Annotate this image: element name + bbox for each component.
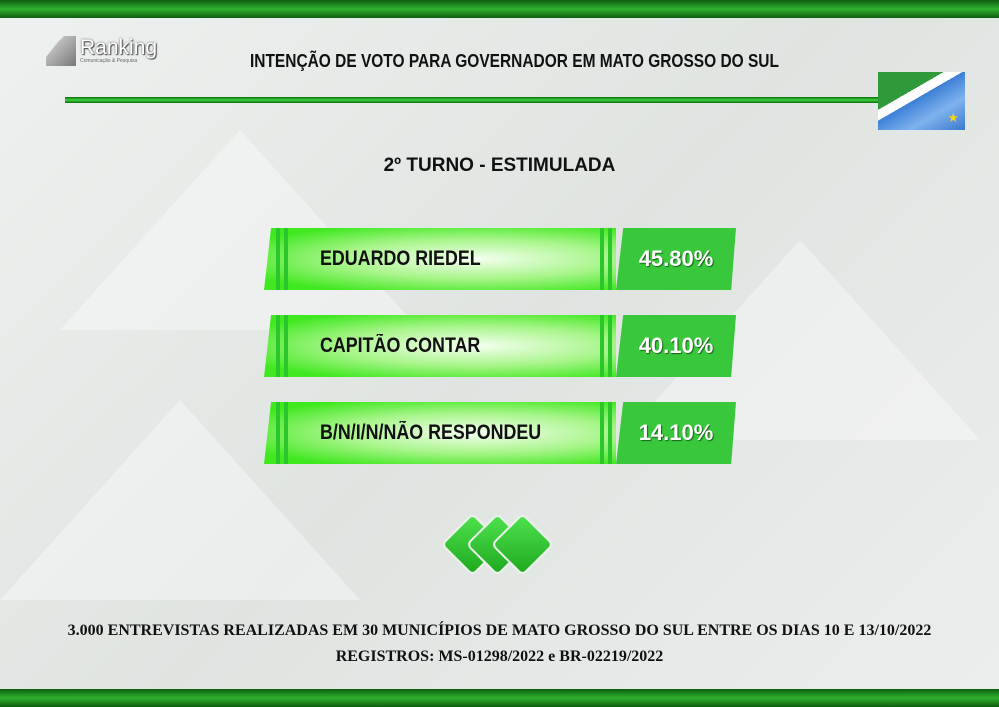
logo: Ranking Comunicação & Pesquisa — [46, 36, 157, 66]
bar: EDUARDO RIEDEL — [264, 228, 616, 290]
stripe — [276, 315, 280, 377]
stripe — [284, 402, 288, 464]
bottom-band — [0, 689, 999, 707]
stripe — [608, 228, 612, 290]
bar-row: B/N/I/N/NÃO RESPONDEU 14.10% — [264, 402, 736, 464]
footer-methodology: 3.000 ENTREVISTAS REALIZADAS EM 30 MUNIC… — [67, 622, 932, 639]
logo-tagline: Comunicação & Pesquisa — [80, 58, 138, 64]
logo-icon — [46, 36, 76, 66]
stripe — [608, 402, 612, 464]
value-label: 40.10% — [616, 315, 736, 377]
bar-row: CAPITÃO CONTAR 40.10% — [264, 315, 736, 377]
header-divider — [65, 97, 880, 103]
bar-row: EDUARDO RIEDEL 45.80% — [264, 228, 736, 290]
footer-registrations: REGISTROS: MS-01298/2022 e BR-02219/2022 — [335, 648, 664, 665]
stripe — [608, 315, 612, 377]
page-title: INTENÇÃO DE VOTO PARA GOVERNADOR EM MATO… — [250, 51, 779, 71]
stripe — [600, 315, 604, 377]
candidate-label: B/N/I/N/NÃO RESPONDEU — [320, 421, 542, 444]
stripe — [276, 402, 280, 464]
stripe — [600, 402, 604, 464]
candidate-label: EDUARDO RIEDEL — [320, 247, 481, 270]
top-band — [0, 0, 999, 18]
value-label: 45.80% — [616, 228, 736, 290]
flag-icon: ★ — [878, 72, 965, 130]
stripe — [284, 228, 288, 290]
star-icon: ★ — [947, 110, 959, 125]
candidate-label: CAPITÃO CONTAR — [320, 334, 481, 357]
chart-subtitle: 2º TURNO - ESTIMULADA — [383, 155, 616, 176]
value-label: 14.10% — [616, 402, 736, 464]
stripe — [276, 228, 280, 290]
stripe — [600, 228, 604, 290]
stripe — [284, 315, 288, 377]
bar: CAPITÃO CONTAR — [264, 315, 616, 377]
logo-name: Ranking — [80, 36, 158, 59]
bar: B/N/I/N/NÃO RESPONDEU — [264, 402, 616, 464]
